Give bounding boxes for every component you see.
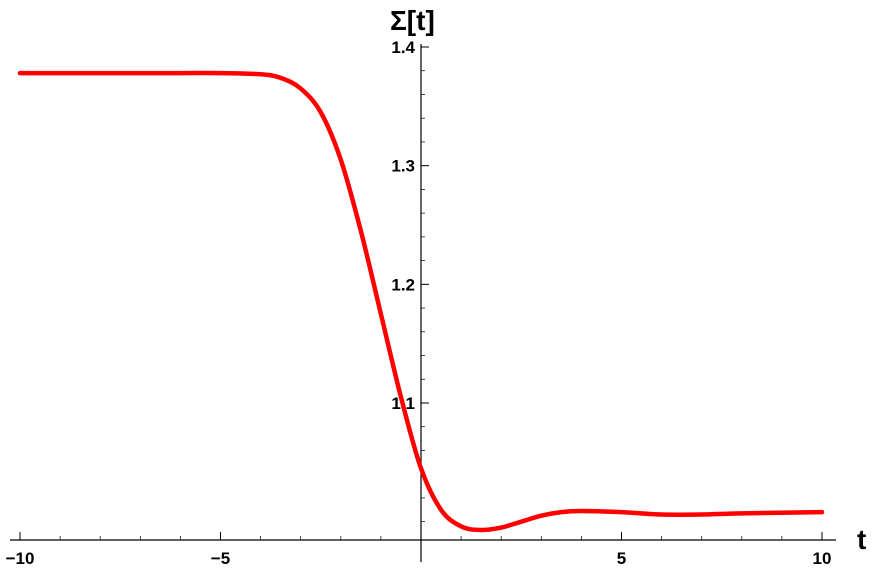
- y-tick-label: 1.2: [391, 275, 415, 294]
- x-tick-label: −5: [211, 549, 230, 568]
- x-tick-label: 5: [617, 549, 626, 568]
- tick-labels: −10 −5 5 101.11.21.31.4: [6, 38, 832, 568]
- y-axis-label: Σ[t]: [390, 5, 435, 36]
- x-axis-label: t: [857, 524, 866, 555]
- y-tick-label: 1.3: [391, 157, 415, 176]
- series-line: [17, 70, 825, 533]
- x-tick-label: 10: [813, 549, 832, 568]
- y-tick-label: 1.4: [391, 38, 415, 57]
- series-group: [17, 70, 825, 533]
- axes: [10, 44, 836, 562]
- x-tick-label: −10: [6, 549, 35, 568]
